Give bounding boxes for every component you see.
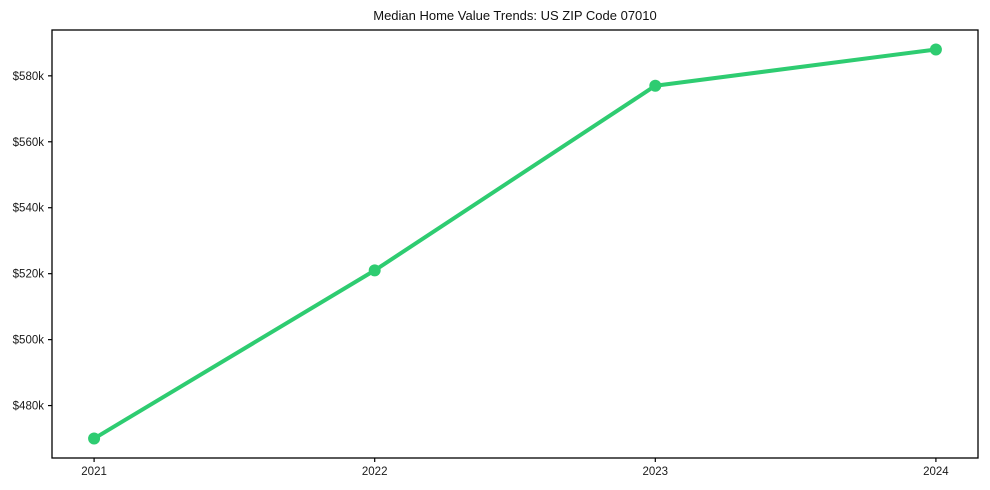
y-tick-label: $480k (13, 401, 45, 413)
y-tick-label: $580k (13, 71, 45, 83)
data-point-marker (368, 264, 381, 277)
trend-line (92, 47, 938, 441)
x-tick-label: 2024 (923, 466, 949, 478)
x-tick-label: 2023 (643, 466, 669, 478)
y-tick-label: $540k (13, 203, 45, 215)
data-point-marker (649, 79, 662, 92)
x-tick-label: 2021 (81, 466, 107, 478)
plot-border (51, 29, 979, 459)
chart-title: Median Home Value Trends: US ZIP Code 07… (373, 8, 657, 23)
y-tick-label: $500k (13, 335, 45, 347)
data-point-marker (88, 432, 101, 445)
y-tick-label: $520k (13, 269, 45, 281)
y-tick-label: $560k (13, 137, 45, 149)
x-tick-label: 2022 (362, 466, 388, 478)
data-point-marker (929, 43, 942, 56)
